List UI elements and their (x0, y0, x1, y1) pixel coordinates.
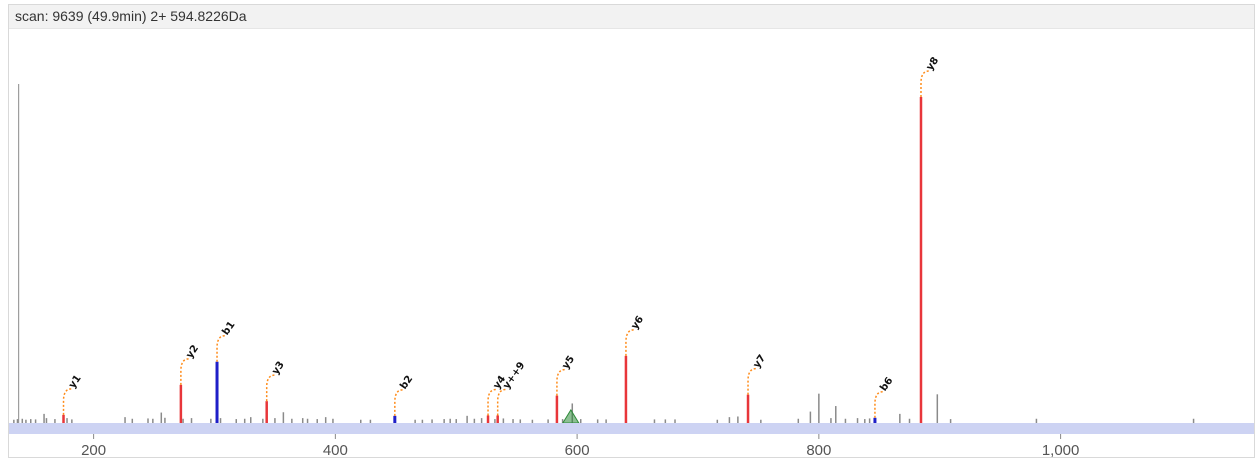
scan-title: scan: 9639 (49.9min) 2+ 594.8226Da (15, 8, 247, 24)
peak-leader (625, 329, 634, 356)
precursor-marker (561, 409, 580, 424)
peak-leader (62, 388, 72, 415)
peak-leader (394, 389, 403, 416)
peak-leader (920, 70, 930, 97)
peak-label: y8 (924, 55, 941, 72)
peak-label: y5 (560, 354, 577, 371)
peak-label: y1 (67, 373, 84, 390)
peak-label: b1 (220, 320, 237, 338)
peak-leader (487, 388, 497, 416)
peak-leader (216, 334, 226, 362)
x-tick-label: 200 (81, 442, 106, 459)
peak-label: b6 (878, 376, 895, 394)
peak-label: y++9 (501, 360, 527, 391)
peak-label: y3 (270, 359, 287, 376)
peak-leader (496, 388, 506, 416)
peak-label: b2 (398, 374, 415, 392)
x-tick-label: 800 (806, 442, 831, 459)
peak-leader (747, 367, 757, 395)
x-axis-band (9, 423, 1254, 434)
peak-label: y2 (184, 343, 201, 360)
x-tick-label: 400 (323, 442, 348, 459)
peak-label: y7 (751, 353, 768, 370)
peak-leader (180, 358, 189, 385)
peak-leader (556, 368, 565, 396)
peak-leader (265, 374, 275, 402)
scan-header: scan: 9639 (49.9min) 2+ 594.8226Da (9, 5, 1254, 29)
x-tick-label: 1,000 (1042, 442, 1080, 459)
peak-label: y6 (629, 314, 646, 331)
x-tick-label: 600 (565, 442, 590, 459)
peak-leader (874, 391, 883, 418)
